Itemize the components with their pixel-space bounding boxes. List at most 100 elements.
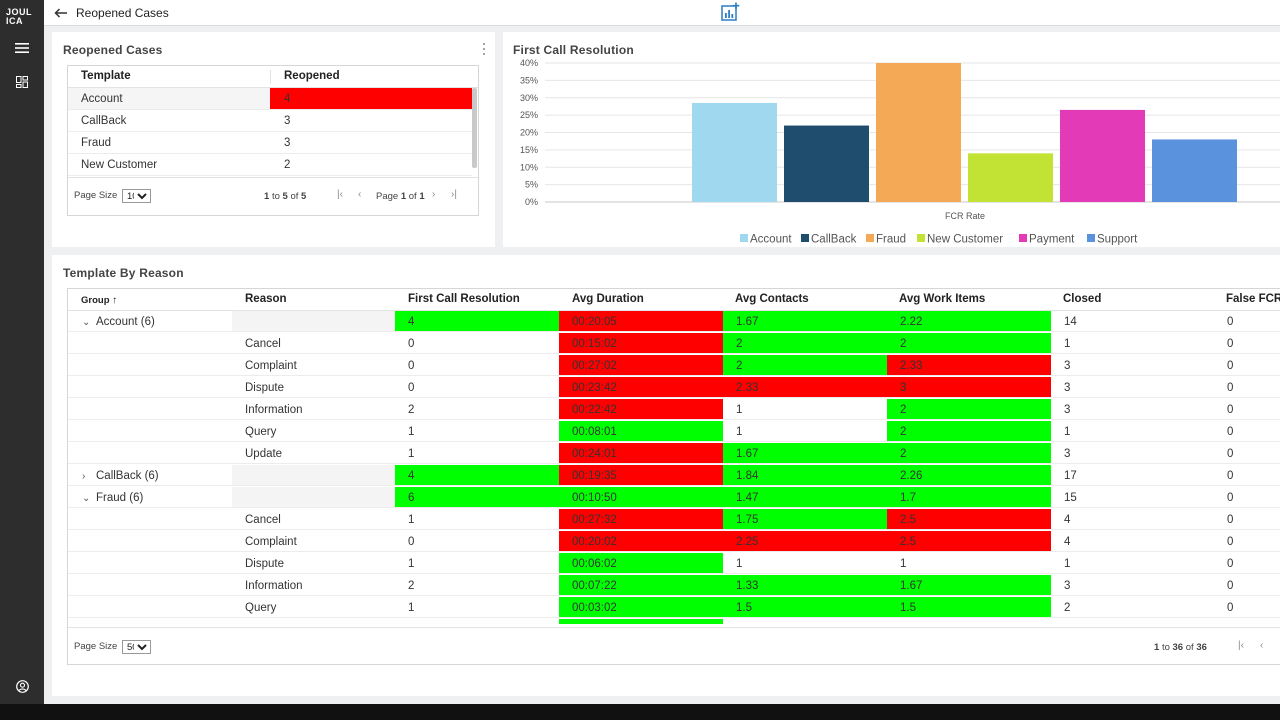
table-row[interactable]: Dispute 1 00:06:02 1 1 1 0 (68, 553, 1280, 575)
group-cell[interactable]: › CallBack (6) (68, 465, 232, 486)
avg-work-items-cell: 1 (887, 553, 1051, 574)
last-page-icon[interactable]: ›| (451, 189, 457, 200)
chevron-down-icon[interactable]: ⌄ (82, 493, 91, 504)
column-header-reason[interactable]: Reason (245, 293, 287, 305)
avg-work-items-cell: 2.5 (887, 531, 1051, 552)
avg-duration-cell: 00:23:42 (559, 377, 723, 398)
table-row[interactable]: Complaint 0 00:20:02 2.25 2.5 4 0 (68, 531, 1280, 553)
first-page-icon[interactable]: |‹ (1238, 640, 1244, 651)
false-fcr-cell: 0 (1214, 377, 1280, 398)
group-cell (68, 399, 232, 420)
vertical-scrollbar[interactable] (472, 88, 477, 168)
chevron-right-icon[interactable]: › (82, 471, 86, 482)
table-row[interactable]: Information 2 00:07:22 1.33 1.67 3 0 (68, 575, 1280, 597)
group-cell[interactable]: ⌄ Account (6) (68, 311, 232, 332)
group-cell (68, 575, 232, 596)
table-row[interactable]: Dispute 0 00:23:42 2.33 3 3 0 (68, 377, 1280, 399)
table-row[interactable]: Cancel 0 00:15:02 2 2 1 0 (68, 333, 1280, 355)
column-header-closed[interactable]: Closed (1063, 293, 1102, 305)
table-row[interactable]: Query 1 00:08:01 1 2 1 0 (68, 421, 1280, 443)
grid-header: Group ↑ Reason First Call Resolution Avg… (68, 289, 1280, 311)
avg-work-items-cell: 2.22 (887, 311, 1051, 332)
bar-payment (1060, 109, 1145, 202)
table-row[interactable]: Information 2 00:22:42 1 2 3 0 (68, 399, 1280, 421)
column-header-reopened[interactable]: Reopened (284, 70, 340, 82)
closed-cell: 3 (1051, 377, 1214, 398)
reopened-cell: 2 (284, 159, 291, 171)
legend-swatch (917, 234, 925, 242)
column-header-false-fcr[interactable]: False FCR (1226, 293, 1280, 305)
table-row[interactable]: CallBack 3 (68, 110, 472, 132)
false-fcr-cell: 0 (1214, 421, 1280, 442)
column-header-group[interactable]: Group ↑ (81, 295, 118, 306)
group-cell (68, 553, 232, 574)
avg-duration-cell: 00:20:02 (559, 531, 723, 552)
avg-duration-cell: 00:19:35 (559, 465, 723, 486)
avg-contacts-cell: 1 (723, 553, 887, 574)
prev-page-icon[interactable]: ‹ (1260, 640, 1264, 651)
page-indicator: Page 1 of 1 (376, 191, 425, 202)
reopened-cell: 3 (284, 137, 291, 149)
closed-cell: 3 (1051, 399, 1214, 420)
closed-cell: 17 (1051, 465, 1214, 486)
group-cell[interactable]: ⌄ Fraud (6) (68, 487, 232, 508)
next-page-icon[interactable]: › (432, 189, 436, 200)
avg-duration-cell: 00:06:02 (559, 553, 723, 574)
false-fcr-cell: 0 (1214, 465, 1280, 486)
left-rail: JOUL ICA (0, 0, 44, 704)
table-row[interactable]: Account 4 (68, 88, 472, 110)
panel-title: Template By Reason (63, 266, 184, 280)
avg-duration-cell: 00:10:50 (559, 487, 723, 508)
sort-ascending-icon[interactable]: ↑ (112, 295, 118, 306)
closed-cell: 3 (1051, 443, 1214, 464)
add-chart-icon[interactable] (720, 2, 740, 22)
y-tick-label: 20% (520, 128, 538, 138)
group-row[interactable]: › CallBack (6) 4 00:19:35 1.84 2.26 17 0 (68, 465, 1280, 487)
false-fcr-cell: 0 (1214, 531, 1280, 552)
panel-title: Reopened Cases (63, 43, 163, 57)
table-row[interactable]: New Customer 2 (68, 154, 472, 176)
reason-cell: Cancel (232, 333, 395, 354)
legend-item-fraud: Fraud (876, 234, 906, 246)
column-header-avg-contacts[interactable]: Avg Contacts (735, 293, 809, 305)
user-account-icon[interactable] (12, 676, 32, 696)
more-options-icon[interactable] (479, 41, 489, 57)
avg-duration-cell: 00:24:01 (559, 443, 723, 464)
closed-cell: 4 (1051, 531, 1214, 552)
fcr-cell: 1 (395, 421, 559, 442)
hamburger-menu-icon[interactable] (12, 38, 32, 58)
group-row[interactable]: ⌄ Account (6) 4 00:20:05 1.67 2.22 14 0 (68, 311, 1280, 333)
closed-cell: 14 (1051, 311, 1214, 332)
reopened-cell: 4 (270, 88, 472, 109)
avg-contacts-cell: 2 (723, 333, 887, 354)
closed-cell: 15 (1051, 487, 1214, 508)
table-row[interactable]: Complaint 0 00:27:02 2 2.33 3 0 (68, 355, 1280, 377)
column-header-fcr[interactable]: First Call Resolution (408, 293, 520, 305)
group-row[interactable]: ⌄ Fraud (6) 6 00:10:50 1.47 1.7 15 0 (68, 487, 1280, 509)
page-size-label: Page Size (74, 190, 118, 201)
column-header-avg-duration[interactable]: Avg Duration (572, 293, 644, 305)
table-row[interactable]: Update 1 00:24:01 1.67 2 3 0 (68, 443, 1280, 465)
table-row[interactable]: Cancel 1 00:27:32 1.75 2.5 4 0 (68, 509, 1280, 531)
top-bar: Reopened Cases (44, 0, 1280, 26)
avg-contacts-cell: 1 (723, 421, 887, 442)
column-header-avg-work-items[interactable]: Avg Work Items (899, 293, 986, 305)
page-size-select[interactable]: 50 (122, 640, 151, 654)
table-row[interactable]: Fraud 3 (68, 132, 472, 154)
first-page-icon[interactable]: |‹ (337, 189, 343, 200)
group-cell (68, 531, 232, 552)
dashboard-icon[interactable] (12, 72, 32, 92)
page-size-select[interactable]: 10 (122, 189, 151, 203)
chevron-down-icon[interactable]: ⌄ (82, 317, 91, 328)
group-cell (68, 355, 232, 376)
fcr-cell: 2 (395, 399, 559, 420)
false-fcr-cell: 0 (1214, 553, 1280, 574)
column-header-template[interactable]: Template (81, 70, 131, 82)
closed-cell: 3 (1051, 575, 1214, 596)
avg-contacts-cell: 2 (723, 355, 887, 376)
template-cell: Fraud (81, 137, 112, 149)
group-cell (68, 597, 232, 618)
prev-page-icon[interactable]: ‹ (358, 189, 362, 200)
table-row[interactable]: Query 1 00:03:02 1.5 1.5 2 0 (68, 597, 1280, 619)
back-arrow-icon[interactable] (52, 5, 70, 21)
